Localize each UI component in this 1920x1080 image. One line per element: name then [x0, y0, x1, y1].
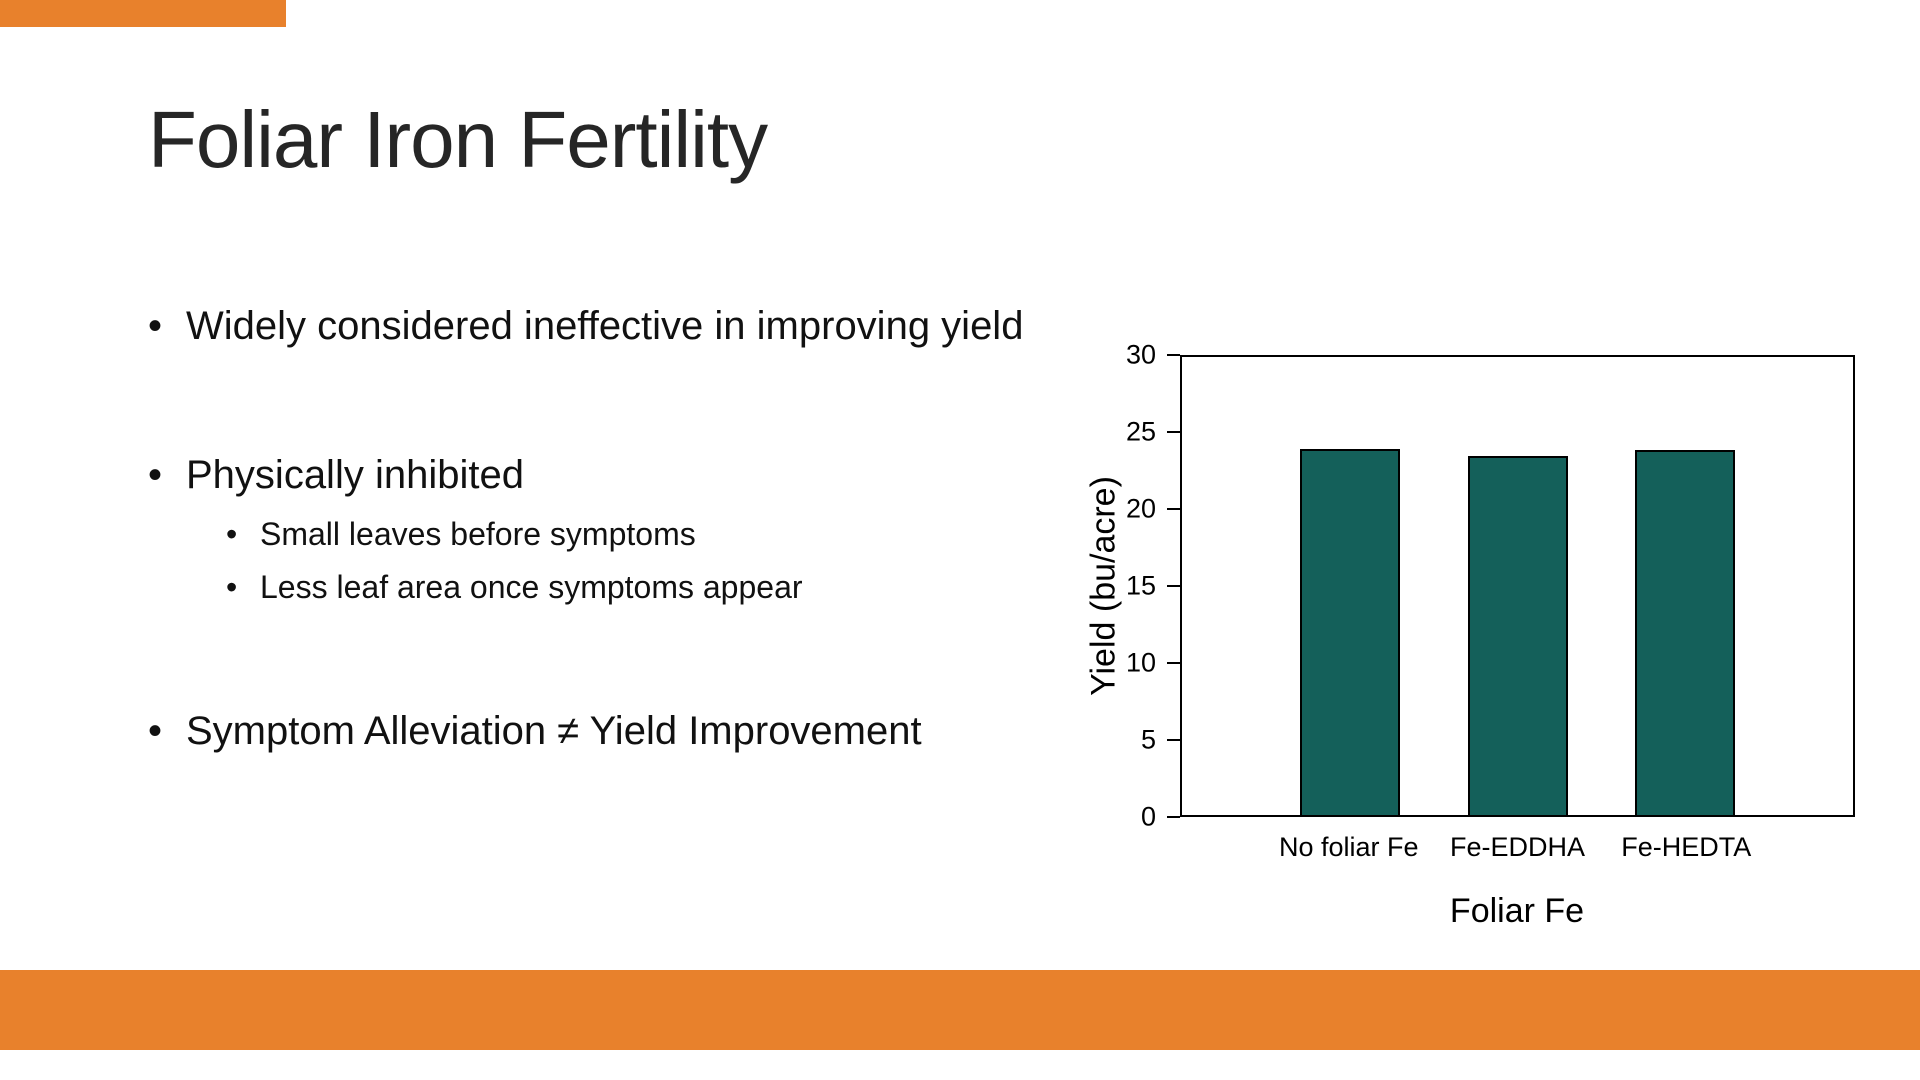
y-tick-mark: [1167, 816, 1180, 818]
x-axis-label: Foliar Fe: [1449, 892, 1585, 930]
bar-fe-hedta: [1635, 450, 1736, 815]
plot-area: [1180, 355, 1855, 817]
y-tick-label: 25: [1125, 416, 1156, 447]
y-tick-label: 5: [1140, 724, 1156, 755]
bullet-item: • Widely considered ineffective in improv…: [148, 300, 1028, 353]
bar-no-foliar-fe: [1299, 448, 1400, 815]
y-tick-label: 20: [1125, 493, 1156, 524]
bottom-accent-bar: [0, 970, 1920, 1050]
y-tick-mark: [1167, 508, 1180, 511]
bullet-marker: •: [148, 304, 163, 348]
x-category-label: Fe-EDDHA: [1449, 832, 1586, 862]
y-tick-label: 15: [1125, 570, 1156, 601]
bar-fe-eddha: [1467, 456, 1568, 815]
bullet-text: Widely considered ineffective in improvi…: [186, 304, 1024, 348]
bullet-text: Symptom Alleviation ≠ Yield Improvement: [186, 708, 922, 753]
bullet-text: Physically inhibited: [186, 452, 524, 497]
yield-bar-chart: Yield (bu/acre) 0 5 10 15 20 25 30 No foliar F…: [1060, 340, 1870, 950]
bullet-list: • Widely considered ineffective in improv…: [148, 300, 1028, 758]
slide-title: Foliar Iron Fertility: [148, 95, 768, 184]
bullet-item: • Small leaves before symptoms: [226, 514, 1028, 556]
y-tick-label: 10: [1125, 647, 1156, 678]
bullet-text: Less leaf area once symptoms appear: [260, 569, 803, 606]
y-tick-mark: [1167, 431, 1180, 433]
bullet-marker: •: [226, 515, 238, 552]
y-tick-mark: [1167, 585, 1180, 587]
y-tick-mark: [1167, 662, 1180, 665]
bullet-item: • Physically inhibited: [148, 449, 1028, 502]
bullet-text: Small leaves before symptoms: [260, 515, 696, 552]
bullet-marker: •: [148, 452, 163, 497]
bullet-marker: •: [148, 708, 163, 753]
y-tick-label: 0: [1140, 801, 1156, 832]
bullet-item: • Symptom Alleviation ≠ Yield Improvement: [148, 705, 1028, 758]
x-category-labels: No foliar Fe Fe-EDDHA Fe-HEDTA: [1180, 832, 1855, 872]
x-category-label: No foliar Fe: [1278, 832, 1419, 862]
y-tick-label: 30: [1125, 339, 1156, 370]
bullet-item: • Less leaf area once symptoms appear: [226, 567, 1028, 609]
x-category-label: Fe-HEDTA: [1621, 832, 1752, 862]
y-tick-mark: [1167, 739, 1180, 742]
top-accent-bar: [0, 0, 286, 27]
y-axis: 0 5 10 15 20 25 30: [1060, 341, 1180, 830]
y-tick-mark: [1167, 354, 1180, 356]
bullet-marker: •: [226, 569, 238, 606]
